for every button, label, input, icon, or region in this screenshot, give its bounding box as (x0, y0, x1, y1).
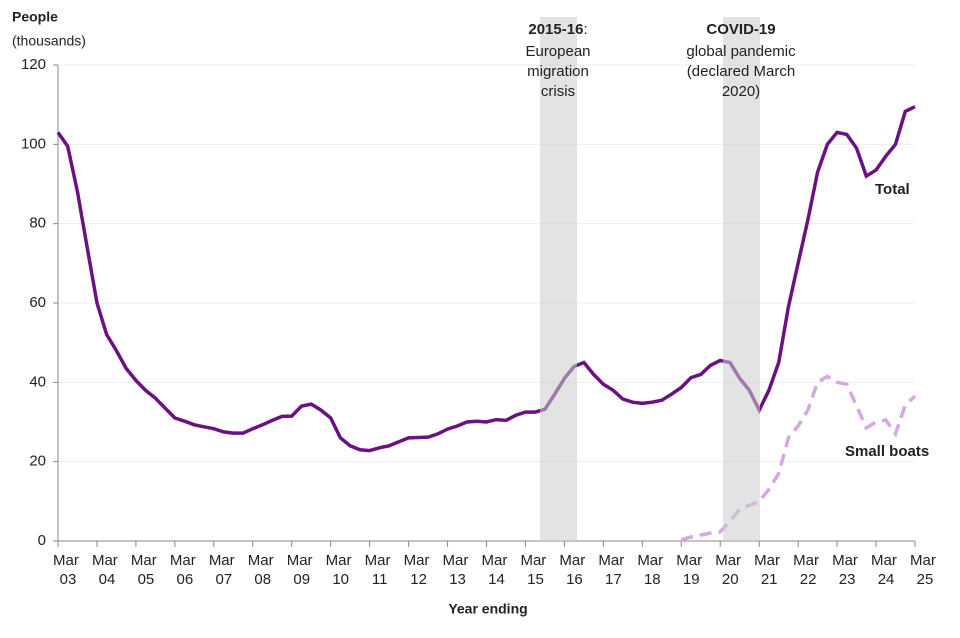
y-tick-label: 120 (21, 56, 46, 73)
annotation-line: migration (527, 63, 589, 80)
annotation-line: global pandemic (686, 43, 796, 60)
shaded-period (723, 17, 760, 541)
x-tick-label: Mar 17 (598, 552, 628, 588)
y-tick-label: 40 (29, 373, 46, 390)
shaded-period (540, 17, 577, 541)
y-label: People (12, 9, 58, 25)
x-tick-label: Mar 05 (131, 552, 161, 588)
x-tick-label: Mar 20 (715, 552, 745, 588)
annotation-line: European (525, 43, 590, 60)
series-line (680, 374, 917, 542)
x-tick-label: Mar 18 (637, 552, 667, 588)
x-tick-label: Mar 09 (287, 552, 317, 588)
annotation-line: 2020) (722, 83, 760, 100)
x-tick-label: Mar 16 (559, 552, 589, 588)
series-line (56, 105, 916, 453)
x-tick-label: Mar 13 (443, 552, 473, 588)
y-tick-label: 20 (29, 453, 46, 470)
series-label: Total (875, 181, 910, 198)
x-tick-label: Mar 21 (754, 552, 784, 588)
x-tick-label: Mar 23 (832, 552, 862, 588)
x-tick-label: Mar 04 (92, 552, 122, 588)
x-tick-label: Mar 15 (520, 552, 550, 588)
annotation-line: crisis (541, 83, 575, 100)
annotation-heading: 2015-16: (528, 21, 587, 38)
x-tick-label: Mar 10 (326, 552, 356, 588)
x-tick-label: Mar 07 (209, 552, 239, 588)
y-label-sub: (thousands) (12, 33, 86, 49)
annotation-line: (declared March (687, 63, 795, 80)
x-tick-label: Mar 14 (482, 552, 512, 588)
annotation-heading-bold: COVID-19 (706, 21, 775, 38)
y-tick-label: 0 (38, 532, 46, 549)
x-label: Year ending (448, 601, 527, 617)
annotation-heading-suffix: : (583, 21, 587, 38)
annotation-heading: COVID-19 (706, 21, 775, 38)
x-tick-label: Mar 22 (793, 552, 823, 588)
x-tick-label: Mar 08 (248, 552, 278, 588)
x-tick-label: Mar 03 (53, 552, 83, 588)
x-tick-label: Mar 06 (170, 552, 200, 588)
x-tick-label: Mar 12 (404, 552, 434, 588)
x-tick-label: Mar 24 (871, 552, 901, 588)
y-tick-label: 80 (29, 215, 46, 232)
x-tick-label: Mar 11 (365, 552, 395, 588)
y-tick-label: 60 (29, 294, 46, 311)
x-tick-label: Mar 19 (676, 552, 706, 588)
x-tick-label: Mar 25 (910, 552, 940, 588)
y-tick-label: 100 (21, 135, 46, 152)
series-label: Small boats (845, 443, 929, 460)
annotation-heading-bold: 2015-16 (528, 21, 583, 38)
